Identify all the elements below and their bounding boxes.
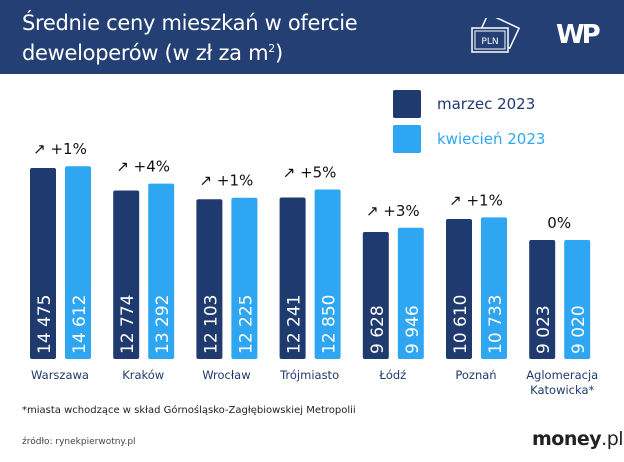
wp-logo: WP	[556, 20, 601, 50]
bar-value-label: 12 225	[236, 295, 256, 354]
bar-value-label: 9 628	[368, 305, 388, 354]
category-label-line2: Katowicka*	[530, 383, 594, 397]
change-label: ↗ +4%	[116, 158, 170, 176]
bar-value-label: 9 020	[569, 305, 589, 354]
change-label: 0%	[547, 214, 571, 232]
bar-april	[65, 166, 91, 359]
change-label: ↗ +5%	[283, 163, 337, 181]
bar-value-label: 13 292	[153, 295, 173, 354]
category-label: Poznań	[455, 368, 496, 382]
bar-march	[30, 168, 56, 359]
category-label: Warszawa	[31, 368, 89, 382]
bar-march	[113, 190, 140, 359]
category-label: Łódź	[378, 368, 406, 382]
bar-april	[397, 227, 424, 359]
banknote-icon: PLN	[471, 18, 520, 53]
bar-value-label: 10 610	[451, 295, 471, 354]
header: Średnie ceny mieszkań w ofercie dewelope…	[0, 0, 624, 74]
category-label: Aglomeracja	[526, 368, 598, 382]
change-label: ↗ +3%	[366, 202, 420, 220]
bar-value-label: 12 103	[201, 295, 221, 354]
legend-label-april: kwiecień 2023	[437, 130, 546, 148]
bar-value-label: 12 774	[118, 295, 138, 354]
bar-value-label: 12 241	[285, 295, 305, 354]
source: źródło: rynekpierwotny.pl	[22, 437, 136, 447]
legend-swatch-april	[393, 125, 421, 153]
bar-march	[529, 239, 556, 359]
legend-swatch-march	[393, 90, 421, 118]
title-line-1: Średnie ceny mieszkań w ofercie	[22, 11, 358, 35]
category-label: Trójmiasto	[279, 368, 339, 382]
bar-april	[564, 239, 591, 359]
bar-april	[314, 189, 341, 359]
bar-march	[196, 199, 223, 359]
banknote-label: PLN	[481, 37, 498, 47]
bar-value-label: 9 023	[534, 305, 554, 354]
bar-value-label: 9 946	[403, 305, 423, 354]
chart-title: Średnie ceny mieszkań w ofercie dewelope…	[22, 10, 358, 66]
brand-main: money	[532, 428, 602, 450]
title-line-2: deweloperów (w zł za m2)	[22, 36, 357, 66]
bar-march	[279, 197, 306, 359]
bar-value-label: 14 475	[35, 295, 55, 354]
change-label: ↗ +1%	[33, 140, 87, 158]
bar-april	[231, 197, 258, 359]
change-label: ↗ +1%	[449, 191, 503, 209]
title-end: )	[275, 41, 283, 65]
bar-value-label: 10 733	[486, 295, 506, 354]
title-text: deweloperów (w zł za m	[22, 41, 269, 65]
footnote: *miasta wchodzące w skład Górnośląsko-Za…	[22, 405, 356, 416]
category-label: Wrocław	[202, 368, 250, 382]
bar-april	[148, 183, 175, 359]
bar-value-label: 12 850	[320, 295, 340, 354]
money-logo: money.pl	[532, 428, 624, 450]
title-sup: 2	[268, 42, 275, 55]
legend-label-march: marzec 2023	[437, 95, 536, 113]
bar-value-label: 14 612	[70, 295, 90, 354]
change-label: ↗ +1%	[200, 172, 254, 190]
bar-march	[362, 231, 389, 359]
category-label: Kraków	[122, 368, 164, 382]
bar-april	[481, 217, 507, 359]
bar-march	[446, 218, 472, 359]
brand-suffix: .pl	[601, 428, 624, 450]
